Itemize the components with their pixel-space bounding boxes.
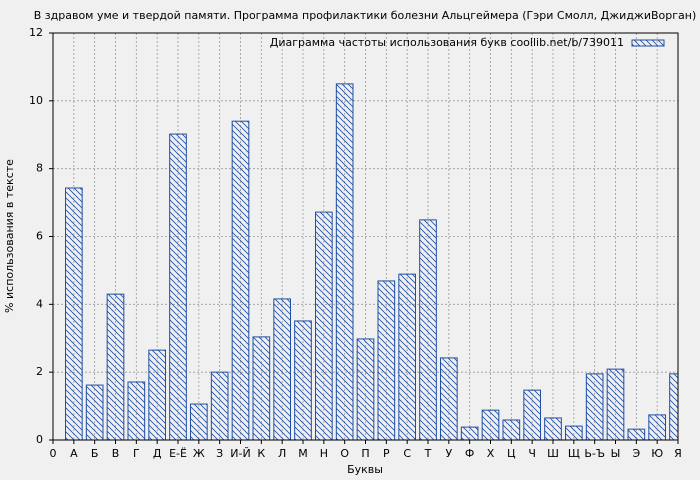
x-tick-label: Ы	[611, 447, 621, 460]
x-tick-label: З	[216, 447, 223, 460]
y-tick-label: 6	[36, 230, 43, 243]
x-tick-label: Я	[674, 447, 682, 460]
x-tick-label: Н	[320, 447, 328, 460]
bar	[398, 273, 417, 440]
x-tick-label: Ь-Ъ	[584, 447, 605, 460]
x-tick-label: Щ	[568, 447, 580, 460]
bar	[460, 426, 479, 440]
x-tick-label: К	[257, 447, 265, 460]
y-tick-label: 2	[36, 365, 43, 378]
bar	[85, 384, 104, 440]
y-tick-label: 12	[29, 26, 43, 39]
y-tick-label: 4	[36, 297, 43, 310]
y-axis-label: % использования в тексте	[3, 159, 16, 313]
bar	[627, 428, 646, 440]
x-tick-label: А	[70, 447, 78, 460]
x-tick-label: Р	[383, 447, 390, 460]
x-tick-label: Г	[133, 447, 140, 460]
x-tick-label: Т	[424, 447, 432, 460]
legend-label: Диаграмма частоты использования букв coo…	[270, 36, 624, 49]
x-tick-label: И-Й	[230, 447, 250, 460]
bar	[544, 417, 562, 440]
bar	[210, 371, 229, 440]
x-tick-label: Д	[153, 447, 162, 460]
x-tick-label: Е-Ё	[169, 447, 187, 460]
bar	[502, 419, 521, 440]
y-tick-label: 8	[36, 162, 43, 175]
x-tick-label: О	[340, 447, 349, 460]
x-tick-label: Л	[278, 447, 286, 460]
x-tick-label: Э	[632, 447, 640, 460]
chart-title: В здравом уме и твердой памяти. Программ…	[34, 9, 697, 22]
bar	[356, 338, 375, 440]
x-tick-label: С	[403, 447, 411, 460]
bar	[169, 133, 187, 440]
bar	[106, 293, 125, 440]
bars	[65, 83, 678, 440]
x-tick-label: Ю	[651, 447, 663, 460]
y-tick-label: 10	[29, 94, 43, 107]
bar	[585, 373, 604, 440]
bar	[648, 414, 666, 440]
bar	[565, 425, 583, 440]
x-tick-label: Ф	[465, 447, 474, 460]
x-tick-label: Ч	[528, 447, 536, 460]
bar	[669, 373, 678, 440]
bar	[315, 211, 333, 440]
x-tick-label: М	[298, 447, 308, 460]
bar	[377, 280, 396, 440]
bar	[419, 219, 437, 440]
bar	[606, 368, 625, 440]
bar	[252, 336, 271, 440]
x-tick-label: В	[112, 447, 120, 460]
bar	[231, 120, 250, 440]
x-tick-label: Б	[91, 447, 99, 460]
x-tick-label: Ж	[193, 447, 205, 460]
bar	[273, 298, 292, 440]
y-tick-label: 0	[36, 433, 43, 446]
bar	[127, 381, 146, 440]
bar	[335, 83, 354, 440]
x-tick-label: П	[361, 447, 369, 460]
plot-frame	[52, 32, 679, 441]
bar	[148, 349, 166, 440]
x-tick-label: Х	[487, 447, 495, 460]
legend-swatch	[631, 39, 665, 47]
bar	[65, 187, 83, 440]
bar	[481, 409, 500, 440]
x-tick-label: Ш	[547, 447, 559, 460]
x-tick-label: Ц	[507, 447, 516, 460]
x-tick-label: У	[445, 447, 452, 460]
bar	[294, 320, 312, 440]
x-tick-label: 0	[50, 447, 57, 460]
bar	[190, 403, 208, 440]
x-axis-label: Буквы	[347, 463, 383, 476]
bar	[440, 357, 458, 440]
bar	[523, 389, 541, 440]
